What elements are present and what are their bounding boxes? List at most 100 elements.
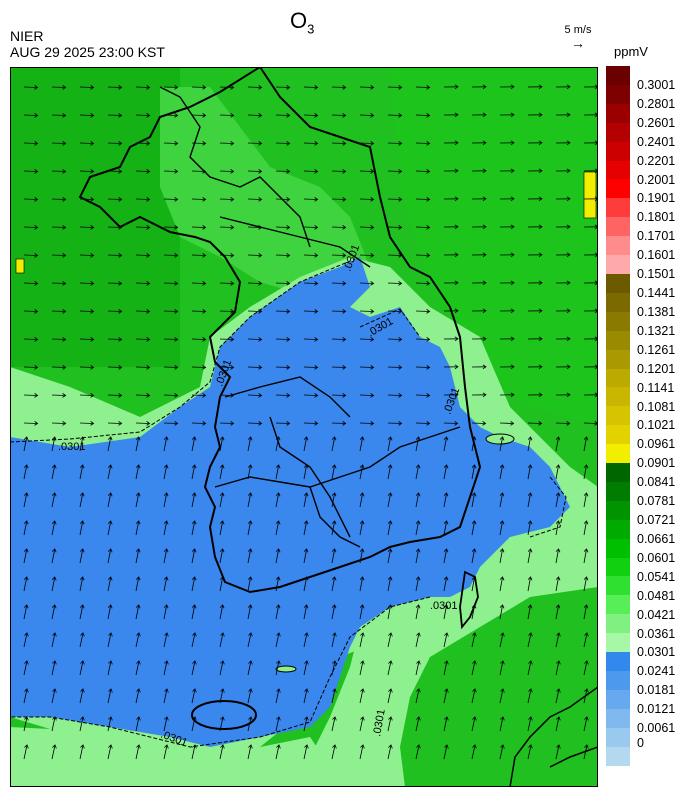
wind-arrow [471,492,475,508]
wind-arrow-head [51,464,57,469]
wind-arrow [583,492,587,508]
wind-arrow-head [583,548,589,553]
wind-arrow [331,688,336,704]
wind-arrow-head [286,85,291,90]
wind-arrow [583,464,587,480]
wind-arrow-head [584,632,589,637]
wind-arrow [51,632,56,648]
wind-arrow-head [202,253,207,258]
wind-arrow-head [566,392,571,398]
wind-arrow-head [174,393,179,398]
wind-arrow-head [482,140,487,146]
wind-arrow-head [415,548,421,553]
legend-tick-label: 0.0301 [637,645,676,660]
wind-arrow [275,464,280,480]
wind-arrow-head [538,364,543,370]
wind-arrow-head [191,464,197,469]
wind-arrow-head [482,308,487,314]
wind-arrow-head [566,280,571,286]
wind-arrow [191,744,196,760]
wind-arrow-head [527,492,533,497]
wind-arrow-head [202,365,207,370]
wind-arrow-head [388,660,393,665]
legend-swatch [606,292,630,312]
wind-arrow-head [359,492,365,497]
wind-arrow-head [500,688,505,693]
wind-arrow-head [527,520,533,525]
wind-arrow-head [538,392,543,398]
legend-swatch [606,198,630,218]
wind-arrow-head [331,436,337,441]
wind-arrow-head [471,492,477,497]
wind-arrow-head [387,436,393,441]
wind-arrow-head [303,548,309,553]
wind-arrow-head [136,660,141,665]
wind-arrow-head [454,280,459,286]
wind-arrow-head [24,688,29,693]
wind-arrow-head [202,225,207,230]
wind-arrow-head [388,744,393,749]
legend-tick-label: 0.1381 [637,304,676,319]
wind-arrow-head [79,492,85,497]
wind-arrow [443,576,447,592]
wind-arrow-head [566,224,571,230]
wind-arrow-head [79,548,85,553]
wind-arrow [79,436,84,452]
wind-arrow-head [248,688,253,693]
wind-arrow-head [472,660,477,665]
wind-arrow-head [482,421,487,426]
wind-arrow-head [454,336,459,342]
wind-arrow-head [62,337,67,342]
wind-arrow-head [108,716,113,721]
wind-arrow-head [331,520,337,525]
wind-arrow-head [370,253,375,258]
wind-arrow-head [555,464,561,469]
wind-arrow-head [332,716,337,721]
wind-arrow-head [566,308,571,314]
wind-arrow [415,464,420,480]
wind-arrow [303,464,308,480]
wind-arrow-head [388,716,393,721]
wind-arrow-head [90,85,95,90]
wind-arrow [51,688,56,704]
wind-arrow-head [482,336,487,342]
wind-arrow-head [538,196,543,202]
wind-arrow [191,436,196,452]
wind-arrow [499,688,504,704]
wind-arrow-head [79,576,85,581]
wind-arrow [219,716,224,732]
wind-arrow-head [538,421,543,426]
wind-arrow [527,688,532,704]
wind-arrow [527,576,531,592]
wind-arrow-head [23,464,29,469]
wind-arrow-head [398,253,403,258]
wind-arrow-head [527,548,533,553]
legend-tick-label: 0.0181 [637,683,676,698]
wind-arrow-head [471,520,477,525]
wind-arrow-head [332,660,337,665]
wind-arrow [219,464,224,480]
legend-tick-label: 0.0781 [637,494,676,509]
wind-arrow [331,492,336,508]
wind-arrow-head [555,604,561,609]
wind-arrow [219,660,224,676]
wind-arrow-head [258,169,263,174]
wind-arrow-head [584,688,589,693]
wind-arrow-head [24,660,29,665]
wind-arrow [471,576,475,592]
wind-arrow-head [538,140,543,146]
legend-swatch [606,633,630,653]
wind-arrow-head [164,660,169,665]
wind-arrow [443,548,447,564]
wind-arrow-head [174,421,179,426]
wind-arrow [275,576,280,592]
wind-arrow-head [314,421,319,426]
wind-arrow-head [219,520,225,525]
wind-arrow-head [583,604,589,609]
wind-arrow-head [454,140,459,146]
wind-arrow-head [146,393,151,398]
wind-arrow-head [275,436,281,441]
wind-arrow [555,436,559,452]
wind-arrow [471,604,475,620]
wind-arrow [303,744,308,760]
